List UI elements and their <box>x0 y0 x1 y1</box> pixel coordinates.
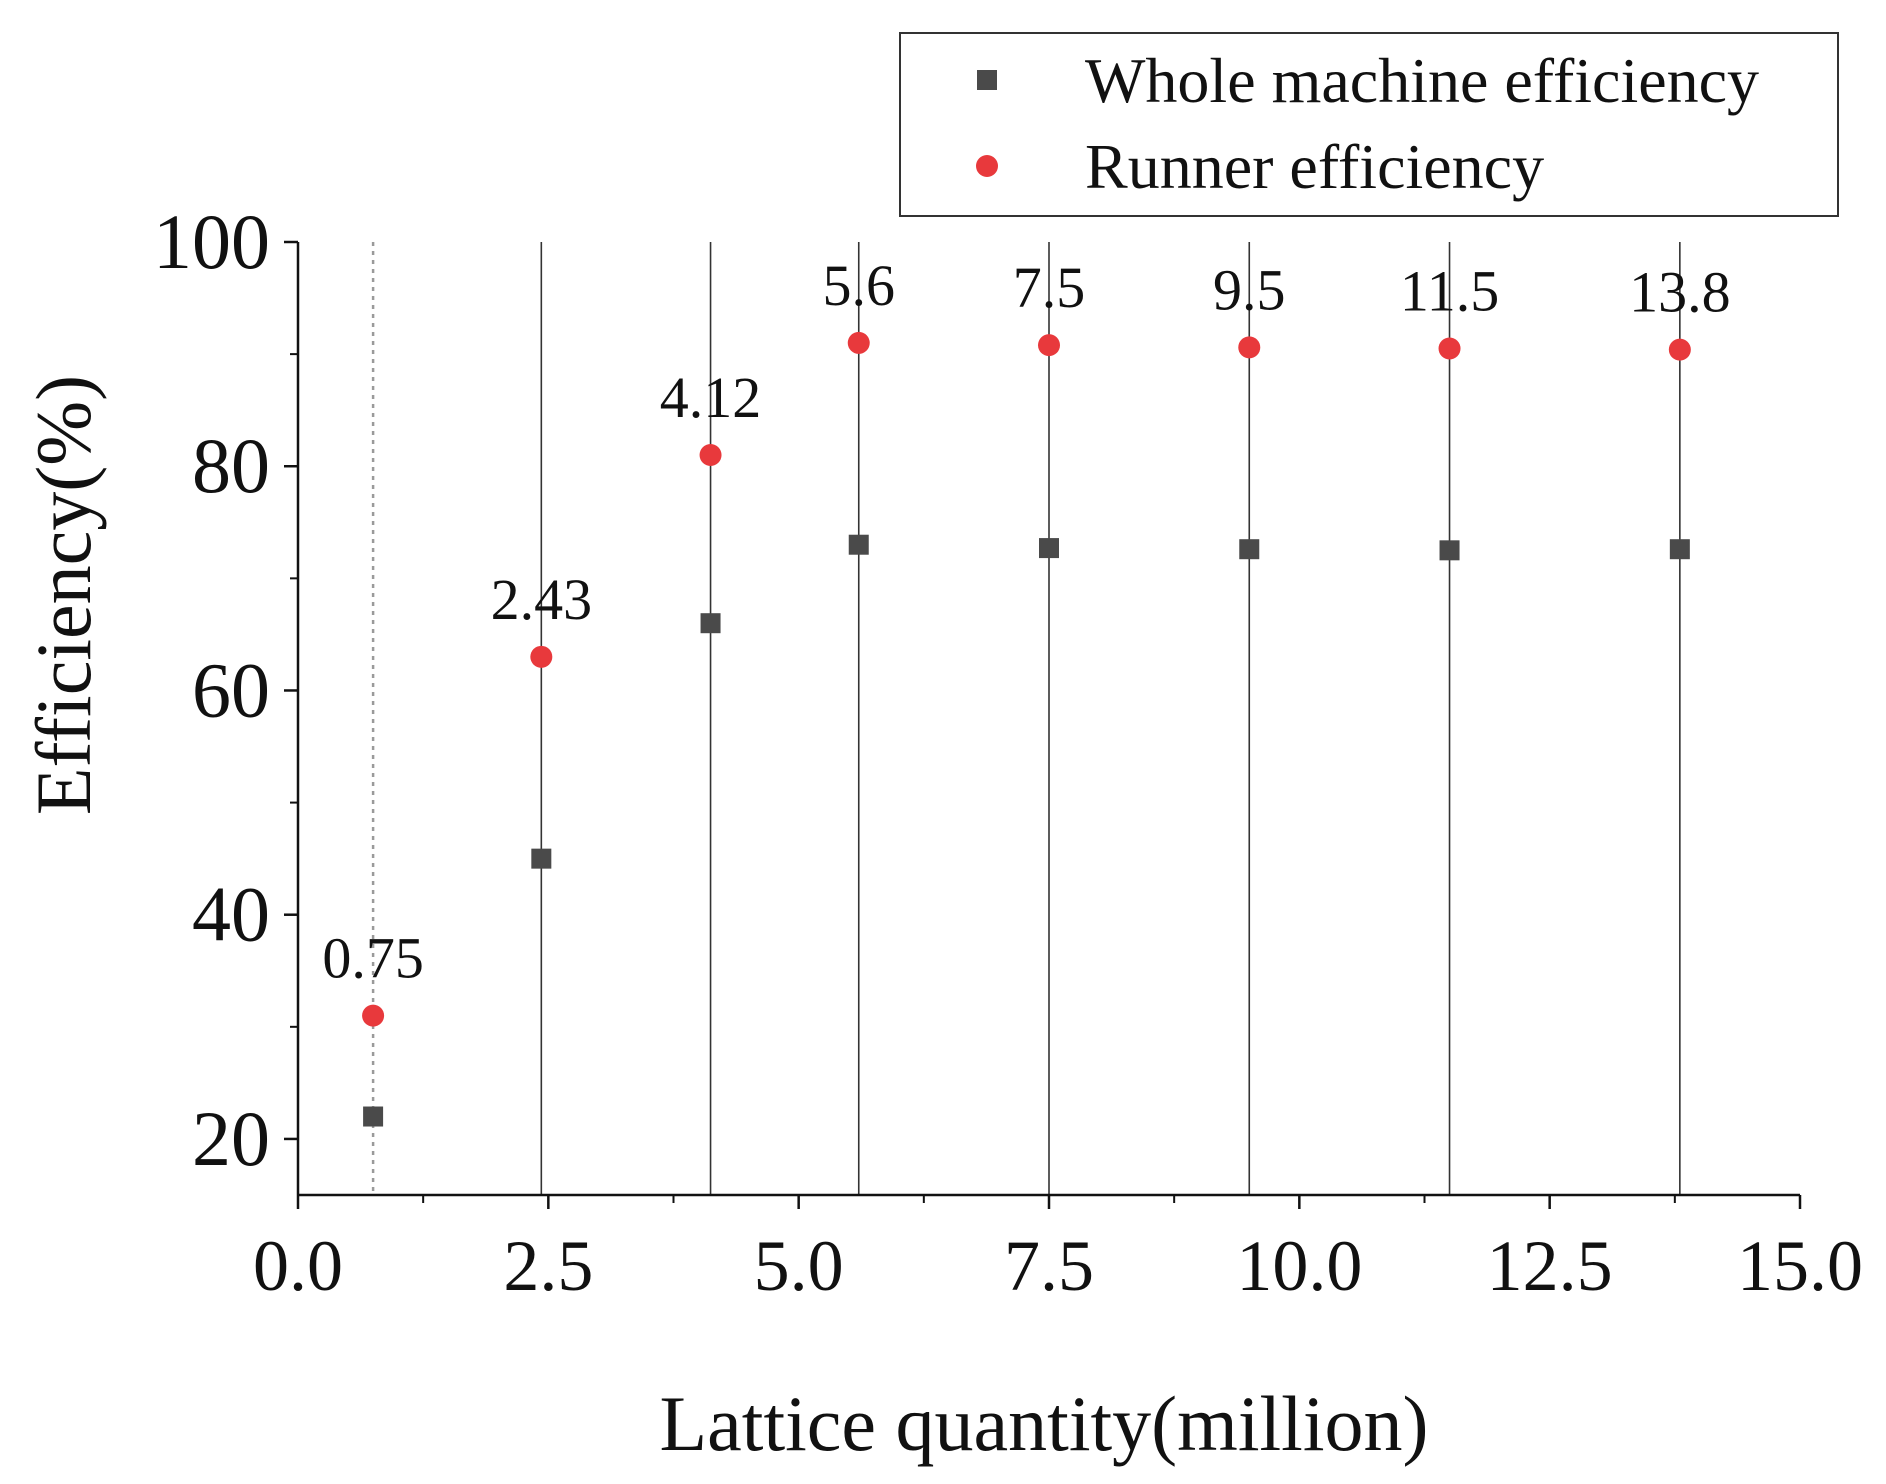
reference-lines <box>371 242 1681 1195</box>
whole-machine-point <box>1239 539 1260 560</box>
point-label: 4.12 <box>660 365 762 430</box>
legend-label: Runner efficiency <box>1085 131 1544 202</box>
x-axis-ticks: 0.0 2.5 5.0 7.5 10.0 12.5 15.0 <box>253 1195 1863 1306</box>
runner-point <box>1438 337 1461 360</box>
point-label: 5.6 <box>822 253 895 318</box>
x-tick-label: 7.5 <box>1004 1226 1094 1306</box>
whole-machine-point <box>848 534 869 555</box>
whole-machine-point <box>700 613 721 634</box>
point-label: 2.43 <box>491 567 593 632</box>
x-axis-title: Lattice quantity(million) <box>660 1380 1429 1467</box>
point-label: 0.75 <box>322 926 424 991</box>
whole-machine-point <box>1039 538 1059 559</box>
y-tick-label: 40 <box>192 871 270 958</box>
runner-point <box>1038 334 1060 357</box>
y-tick-label: 20 <box>192 1095 270 1182</box>
runner-point <box>1238 336 1261 359</box>
whole-machine-point <box>1669 539 1690 560</box>
legend-circle-marker <box>976 155 998 177</box>
x-tick-label: 12.5 <box>1487 1226 1613 1306</box>
x-tick-label: 5.0 <box>754 1226 844 1306</box>
whole-machine-point <box>363 1106 384 1127</box>
x-tick-label: 15.0 <box>1737 1226 1863 1306</box>
whole-machine-point <box>1439 540 1460 561</box>
y-axis-ticks: 20 40 60 80 100 <box>153 198 298 1182</box>
runner-point <box>362 1004 385 1027</box>
y-tick-label: 100 <box>153 198 270 285</box>
y-tick-label: 80 <box>192 422 270 509</box>
x-tick-label: 2.5 <box>503 1226 593 1306</box>
point-label: 7.5 <box>1013 255 1086 320</box>
point-label: 13.8 <box>1629 260 1731 325</box>
point-label: 11.5 <box>1400 259 1499 324</box>
legend-square-marker <box>977 70 997 90</box>
data-points <box>362 331 1691 1127</box>
x-tick-label: 0.0 <box>253 1226 343 1306</box>
legend-label: Whole machine efficiency <box>1085 45 1759 116</box>
y-axis-title: Efficiency(%) <box>20 375 107 815</box>
legend: Whole machine efficiency Runner efficienc… <box>899 32 1839 217</box>
whole-machine-point <box>531 848 552 869</box>
point-label: 9.5 <box>1213 257 1286 322</box>
runner-point <box>1668 338 1691 361</box>
point-labels: 0.75 2.43 4.12 5.6 7.5 9.5 11.5 13.8 <box>322 253 1730 991</box>
x-tick-label: 10.0 <box>1236 1226 1362 1306</box>
runner-point <box>530 645 553 668</box>
runner-point <box>847 331 870 354</box>
legend-box <box>899 32 1839 217</box>
runner-point <box>699 444 722 467</box>
y-tick-label: 60 <box>192 646 270 733</box>
